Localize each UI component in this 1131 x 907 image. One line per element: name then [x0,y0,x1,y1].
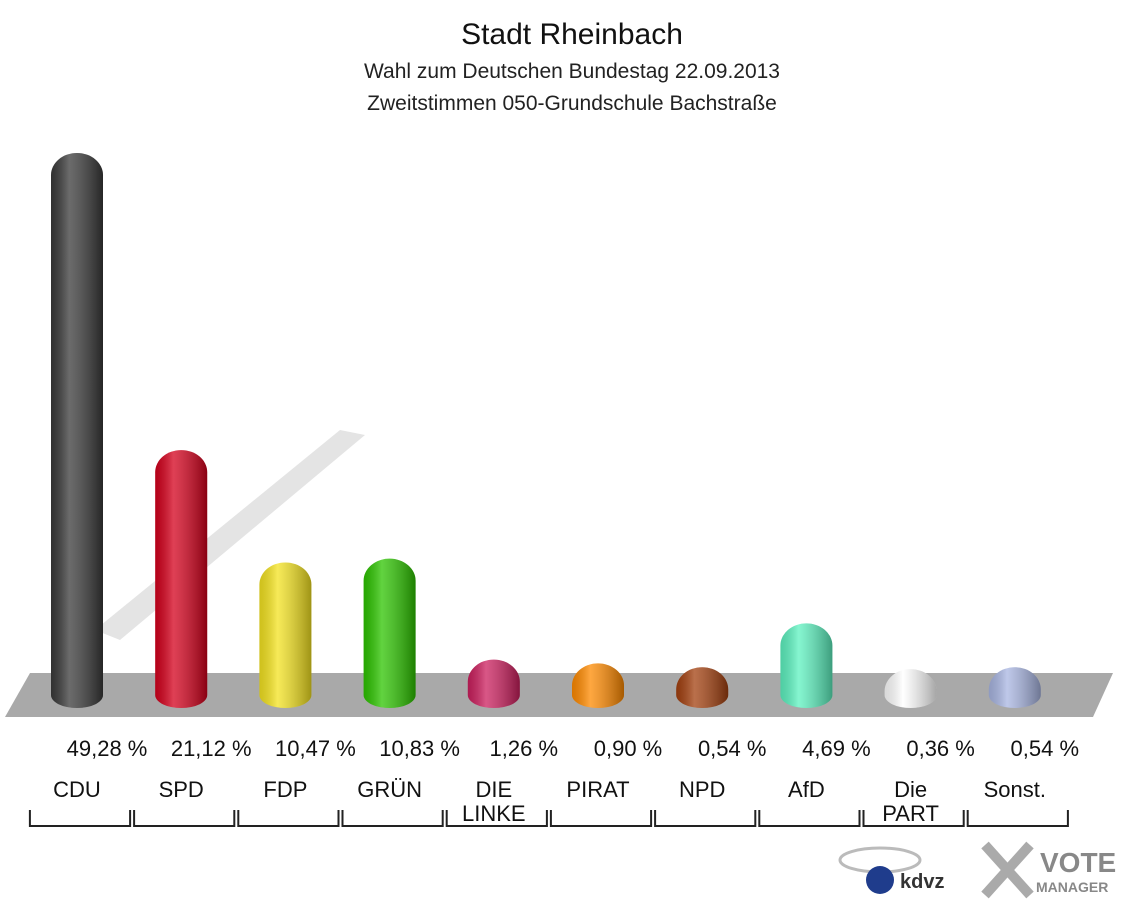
value-label: 0,36 % [906,736,975,761]
bar-shade [51,152,103,709]
bar-shade [988,667,1041,708]
value-label: 21,12 % [171,736,252,761]
bracket [28,810,132,827]
bracket [341,810,444,827]
x-tick-label: Sonst. [983,777,1046,802]
bar-shade [467,659,520,708]
x-tick-label: NPD [678,777,726,802]
bracket [445,810,548,827]
x-tick-label: GRÜN [357,777,422,802]
value-label: 0,90 % [594,736,663,761]
logo-vote: VOTE [1040,847,1116,878]
bracket [654,810,757,827]
bracket [133,810,236,827]
bar-shade [155,450,208,708]
logo-manager: MANAGER [1036,879,1108,895]
value-label: 0,54 % [698,736,767,761]
logo-x [981,841,1034,899]
bar-shade [884,669,937,708]
x-tick-label: Die PART [882,777,939,826]
x-tick-label: SPD [158,777,204,802]
bar-shade [363,558,416,708]
value-label: 0,54 % [1011,736,1080,761]
x-tick-label: PIRAT [566,777,630,802]
subtitle: Zweitstimmen 050-Grundschule Bachstraße [367,92,777,115]
bar-shade [676,667,729,708]
bar-shade [259,562,312,708]
x-tick-label: DIE LINKE [462,777,526,826]
value-label: 4,69 % [802,736,871,761]
bracket [549,810,653,827]
x-tick-label: AfD [788,777,825,802]
bracket [862,810,965,827]
x-tick-label: FDP [263,777,308,802]
chart-title: Stadt Rheinbach [461,18,683,51]
bar-shade [780,623,833,708]
subtitle: Wahl zum Deutschen Bundestag 22.09.2013 [364,60,780,83]
bar-shade [572,663,624,708]
bracket [966,810,1069,827]
logo-kdvz: kdvz [900,871,944,893]
logo-ball [866,866,894,894]
value-label: 10,47 % [275,736,356,761]
x-tick-label: CDU [53,777,101,802]
value-label: 10,83 % [379,736,460,761]
value-label: 49,28 % [67,736,148,761]
bracket [237,810,340,827]
value-label: 1,26 % [490,736,559,761]
bracket [758,810,861,827]
